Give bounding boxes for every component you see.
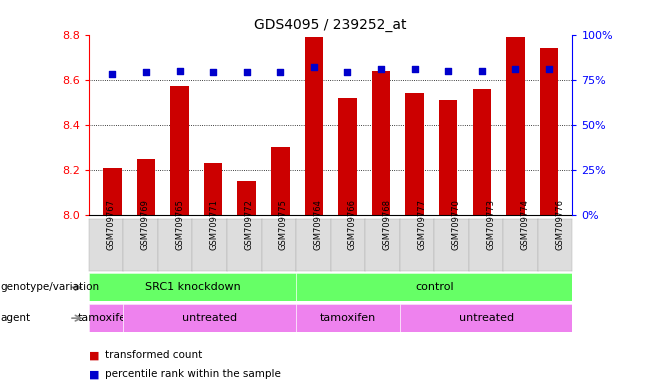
Point bbox=[544, 66, 554, 72]
Text: GSM709774: GSM709774 bbox=[520, 199, 530, 250]
Point bbox=[107, 71, 118, 77]
Bar bbox=[238, 181, 256, 215]
Point bbox=[443, 68, 453, 74]
Point bbox=[141, 70, 151, 76]
Bar bbox=[338, 98, 357, 215]
Point bbox=[208, 70, 218, 76]
Text: GSM709773: GSM709773 bbox=[486, 199, 495, 250]
Text: control: control bbox=[415, 282, 453, 293]
Point bbox=[376, 66, 386, 72]
Bar bbox=[271, 147, 290, 215]
Bar bbox=[170, 86, 189, 215]
Text: GSM709772: GSM709772 bbox=[244, 199, 253, 250]
Text: untreated: untreated bbox=[459, 313, 514, 323]
Text: GSM709777: GSM709777 bbox=[417, 199, 426, 250]
Text: ■: ■ bbox=[89, 350, 99, 360]
Text: GSM709770: GSM709770 bbox=[451, 199, 461, 250]
Point bbox=[510, 66, 520, 72]
Text: genotype/variation: genotype/variation bbox=[0, 282, 99, 293]
Bar bbox=[405, 93, 424, 215]
Bar bbox=[472, 89, 491, 215]
Bar bbox=[305, 37, 323, 215]
Bar bbox=[137, 159, 155, 215]
Point bbox=[174, 68, 185, 74]
Bar bbox=[204, 163, 222, 215]
Text: GSM709767: GSM709767 bbox=[106, 199, 115, 250]
Text: GSM709764: GSM709764 bbox=[313, 199, 322, 250]
Point bbox=[476, 68, 487, 74]
Text: GSM709771: GSM709771 bbox=[210, 199, 218, 250]
Bar bbox=[439, 100, 457, 215]
Text: transformed count: transformed count bbox=[105, 350, 203, 360]
Text: untreated: untreated bbox=[182, 313, 238, 323]
Text: tamoxifen: tamoxifen bbox=[320, 313, 376, 323]
Point bbox=[241, 70, 252, 76]
Point bbox=[342, 70, 353, 76]
Text: SRC1 knockdown: SRC1 knockdown bbox=[145, 282, 240, 293]
Text: GSM709768: GSM709768 bbox=[382, 199, 392, 250]
Bar bbox=[540, 48, 558, 215]
Bar bbox=[506, 37, 524, 215]
Point bbox=[309, 64, 319, 70]
Text: tamoxifen: tamoxifen bbox=[78, 313, 134, 323]
Text: GSM709769: GSM709769 bbox=[141, 199, 149, 250]
Text: GSM709776: GSM709776 bbox=[555, 199, 564, 250]
Text: GSM709766: GSM709766 bbox=[348, 199, 357, 250]
Text: agent: agent bbox=[0, 313, 30, 323]
Text: ■: ■ bbox=[89, 369, 99, 379]
Title: GDS4095 / 239252_at: GDS4095 / 239252_at bbox=[255, 18, 407, 32]
Text: GSM709775: GSM709775 bbox=[279, 199, 288, 250]
Point bbox=[409, 66, 420, 72]
Point bbox=[275, 70, 286, 76]
Text: percentile rank within the sample: percentile rank within the sample bbox=[105, 369, 281, 379]
Text: GSM709765: GSM709765 bbox=[175, 199, 184, 250]
Bar bbox=[103, 168, 122, 215]
Bar bbox=[372, 71, 390, 215]
